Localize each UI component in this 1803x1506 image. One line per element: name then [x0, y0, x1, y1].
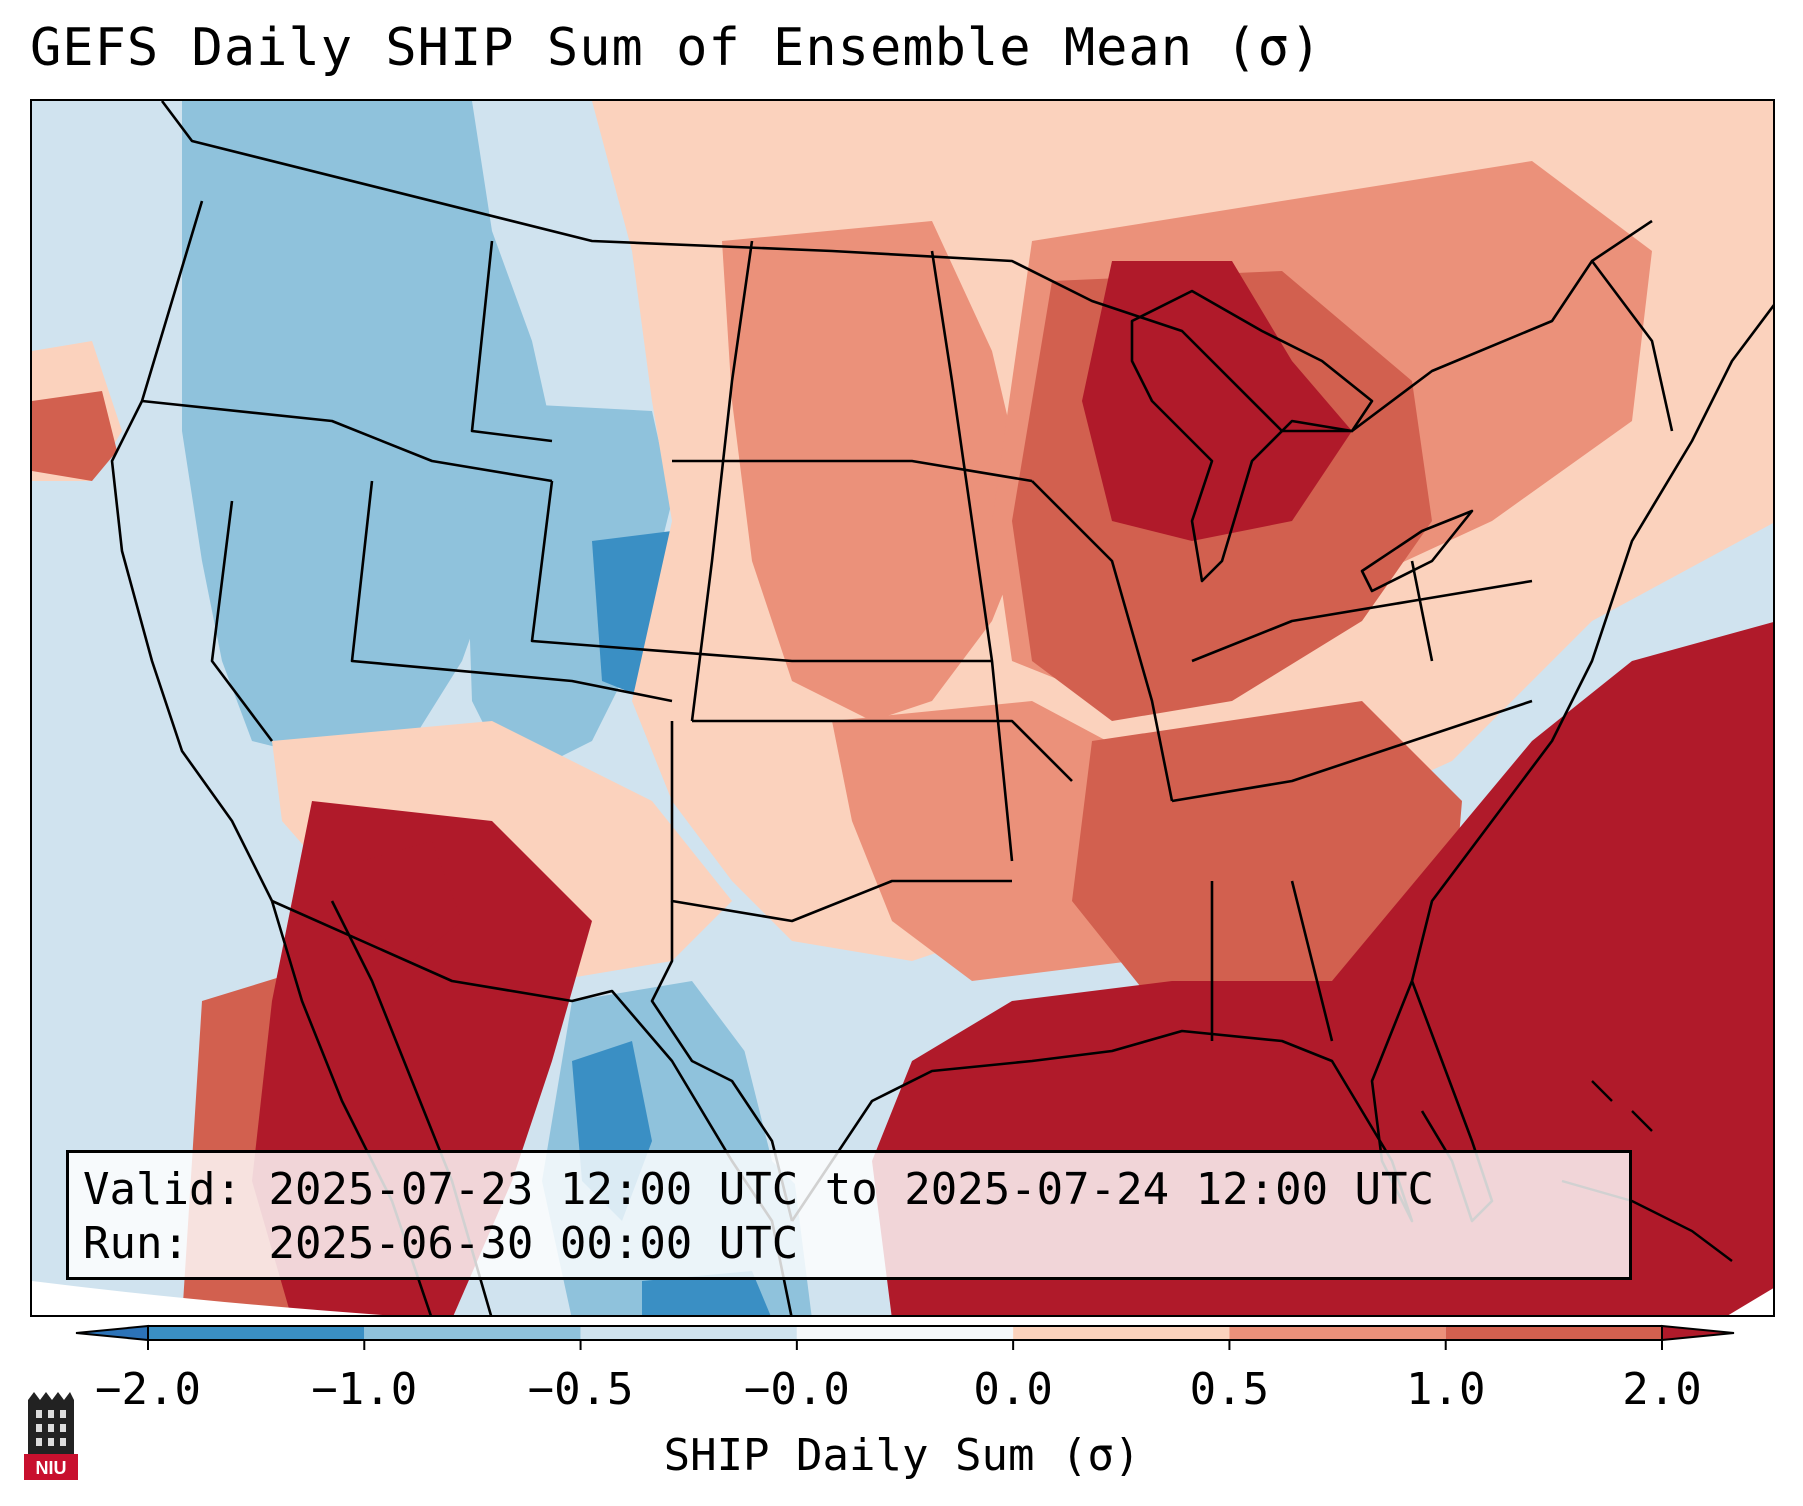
strong-positive-southeast [1072, 701, 1462, 1001]
state-line-2 [141, 399, 553, 483]
valid-label: Valid: [83, 1164, 242, 1215]
colorbar-extend-low [75, 1324, 149, 1342]
colorbar-segment [1013, 1326, 1230, 1340]
positive-northern-plains [722, 221, 1032, 721]
us-west-coast [110, 200, 274, 902]
colorbar-segment [796, 1326, 1014, 1340]
run-label: Run: [83, 1218, 242, 1269]
state-line-4 [350, 480, 673, 703]
state-line-5 [530, 480, 992, 663]
texas-border [650, 901, 794, 1222]
colorbar-segment [1445, 1326, 1662, 1340]
colorbar-tick-label: 2.0 [1622, 1364, 1702, 1415]
state-line-3 [210, 500, 274, 742]
state-line-8 [692, 719, 1073, 782]
state-line-11 [1031, 480, 1174, 802]
state-line-12 [1171, 699, 1533, 803]
colorbar-tick-label: −0.5 [527, 1364, 634, 1415]
colorbar-border [147, 1325, 1663, 1341]
state-line-6 [672, 459, 1033, 483]
state-line-7 [690, 240, 754, 722]
negative-area-northwest [182, 101, 552, 761]
chart-title: GEFS Daily SHIP Sum of Ensemble Mean (σ) [30, 18, 1323, 78]
state-line-15 [1290, 880, 1334, 1042]
colorbar-label: SHIP Daily Sum (σ) [663, 1430, 1141, 1481]
state-line-1 [470, 240, 553, 443]
projection-edge-right [1728, 1288, 1773, 1315]
colorbar-tick-label: −2.0 [95, 1364, 201, 1415]
state-line-9 [670, 721, 1012, 923]
niu-logo: NIU [24, 1392, 78, 1480]
map-panel [30, 99, 1775, 1317]
run-line: Run: 2025-06-30 00:00 UTC [83, 1217, 1615, 1271]
extreme-positive-plateau [362, 841, 462, 961]
bahamas-outline [1591, 1080, 1653, 1132]
atlantic-coast [1410, 304, 1773, 982]
valid-run-info-box: Valid: 2025-07-23 12:00 UTC to 2025-07-2… [66, 1150, 1632, 1280]
colorbar-tick-label: −0.0 [743, 1364, 850, 1415]
colorbar-segment [1229, 1326, 1446, 1340]
valid-line: Valid: 2025-07-23 12:00 UTC to 2025-07-2… [83, 1163, 1615, 1217]
lake-erie-outline [1360, 509, 1474, 593]
extreme-positive-great-lakes [1082, 261, 1352, 541]
colorbar-extend-high [1661, 1324, 1735, 1342]
run-value: 2025-06-30 00:00 UTC [268, 1218, 799, 1269]
state-line-17 [1590, 260, 1674, 432]
colorbar-segment [148, 1326, 365, 1340]
extreme-positive-atlantic-gulf [872, 622, 1773, 1315]
strong-negative-bottom [642, 1271, 771, 1315]
us-canada-border [160, 101, 1653, 433]
colorbar-tick-label: 1.0 [1405, 1364, 1486, 1415]
colorbar-segment [364, 1326, 581, 1340]
positive-pacific-spot [32, 391, 117, 481]
projection-edge [32, 1281, 383, 1315]
colorbar-segment [580, 1326, 797, 1340]
state-line-16 [1410, 560, 1434, 662]
colorbar-tick-label: 0.5 [1189, 1364, 1270, 1415]
state-line-13 [1191, 579, 1533, 663]
logo-text: NIU [36, 1458, 67, 1478]
colorbar-tick-label: 0.0 [973, 1364, 1053, 1415]
great-lakes-outline [1130, 289, 1374, 583]
colorbar-tick-label: −1.0 [311, 1364, 418, 1415]
anomaly-map [32, 101, 1773, 1315]
state-line-10 [930, 250, 1014, 862]
valid-value: 2025-07-23 12:00 UTC to 2025-07-24 12:00… [268, 1164, 1435, 1215]
